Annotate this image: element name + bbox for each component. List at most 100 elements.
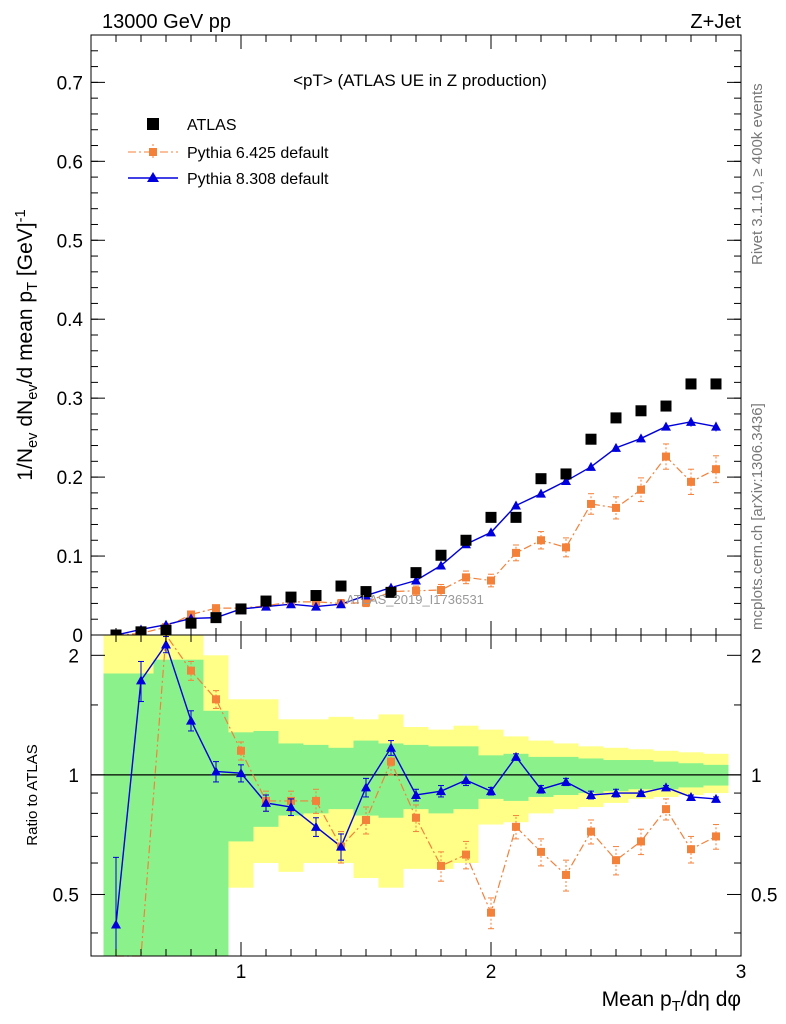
- ratio-pythia8-marker: [711, 793, 721, 803]
- ratio-pythia6-marker: [187, 666, 195, 675]
- ratio-y-tick-label: 0.5: [751, 885, 777, 906]
- ratio-y-tick-label: 1: [68, 766, 79, 787]
- pythia6-marker: [587, 499, 595, 508]
- pythia8-marker: [286, 599, 296, 609]
- pythia8-marker: [561, 476, 571, 486]
- ratio-pythia6-marker: [662, 805, 670, 814]
- atlas-marker: [235, 603, 247, 615]
- atlas-marker: [260, 595, 272, 607]
- ratio-y-tick-label: 2: [68, 646, 79, 667]
- ratio-pythia6-marker: [637, 837, 645, 846]
- atlas-marker: [610, 412, 622, 424]
- pythia6-marker: [362, 598, 370, 607]
- pythia8-marker: [636, 433, 646, 443]
- axis-title-text: 1/Nev dNev/d mean pT [GeV]-1: [13, 209, 40, 480]
- ratio-pythia6-marker: [462, 850, 470, 859]
- top-y-axis-title: 1/Nev dNev/d mean pT [GeV]-1: [13, 209, 40, 480]
- axis-title-segment: /d mean p: [14, 291, 37, 384]
- pythia8-marker: [411, 575, 421, 585]
- ratio-pythia6-marker: [437, 861, 445, 870]
- pythia6-marker: [637, 485, 645, 494]
- ratio-pythia8-marker: [361, 782, 371, 792]
- legend-pythia6-marker: [149, 148, 157, 156]
- ratio-pythia6-marker: [512, 822, 520, 831]
- analysis-watermark: ATLAS_2019_I1736531: [346, 592, 484, 607]
- axis-title-segment: T: [672, 999, 681, 1015]
- x-axis-title: Mean pT/dη dφ: [602, 988, 741, 1015]
- x-tick-label: 3: [736, 962, 747, 983]
- atlas-marker: [660, 400, 672, 412]
- ratio-pythia8-marker: [311, 821, 321, 831]
- atlas-marker: [560, 468, 572, 480]
- x-tick-label: 1: [236, 962, 247, 983]
- atlas-marker: [285, 591, 297, 603]
- uncertainty-band-inner: [578, 758, 604, 794]
- ratio-pythia8-marker: [411, 789, 421, 799]
- ratio-plot-marks: [91, 633, 741, 957]
- axis-title-segment: ev: [25, 384, 41, 400]
- axis-title-segment: 1/N: [14, 448, 37, 481]
- ratio-pythia6-marker: [237, 746, 245, 755]
- atlas-marker: [460, 534, 472, 546]
- ratio-y-tick-label: 1: [751, 766, 762, 787]
- y-tick-label: 0.2: [57, 468, 83, 489]
- atlas-marker: [385, 586, 397, 598]
- y-tick-label: 0.3: [57, 389, 83, 410]
- ratio-pythia8-marker: [511, 751, 521, 761]
- atlas-marker: [335, 580, 347, 592]
- axis-title-segment: [GeV]: [14, 222, 37, 282]
- uncertainty-band-inner: [503, 753, 529, 801]
- uncertainty-band-inner: [153, 659, 179, 956]
- ratio-pythia6-marker: [712, 832, 720, 841]
- ratio-pythia6-marker: [212, 695, 220, 704]
- ratio-pythia6-marker: [537, 847, 545, 856]
- atlas-marker: [410, 567, 422, 579]
- ratio-y-tick-label: 0.5: [53, 885, 79, 906]
- legend-pythia8-marker: [147, 172, 159, 182]
- axis-title-segment: /dη dφ: [681, 988, 741, 1011]
- top-plot-title: <pT> (ATLAS UE in Z production): [293, 71, 547, 90]
- ratio-pythia6-marker: [687, 845, 695, 854]
- atlas-marker: [310, 590, 322, 602]
- ratio-pythia8-marker: [686, 791, 696, 801]
- ratio-pythia8-marker: [661, 782, 671, 792]
- atlas-marker: [635, 405, 647, 417]
- ratio-pythia8-marker: [186, 715, 196, 725]
- pythia6-marker: [412, 586, 420, 595]
- ratio-pythia8-marker: [236, 768, 246, 778]
- axis-title-text: Mean pT/dη dφ: [602, 988, 741, 1015]
- legend: ATLAS Pythia 6.425 default Pythia 8.308 de…: [128, 117, 329, 188]
- ratio-y-tick-label: 2: [751, 646, 762, 667]
- axis-title-segment: ev: [25, 432, 41, 448]
- uncertainty-band-inner: [328, 747, 354, 810]
- ratio-pythia8-marker: [386, 742, 396, 752]
- ratio-pythia6-marker: [612, 856, 620, 865]
- ratio-pythia8-marker: [211, 766, 221, 776]
- pythia6-marker: [662, 452, 670, 461]
- ratio-pythia6-marker: [412, 813, 420, 822]
- legend-label: Pythia 6.425 default: [187, 145, 329, 162]
- ratio-pythia8-marker: [136, 675, 146, 685]
- ratio-pythia6-marker: [562, 870, 570, 879]
- ratio-pythia8-marker: [486, 786, 496, 796]
- pythia6-line: [115, 455, 717, 636]
- pythia8-marker: [486, 527, 496, 537]
- legend-atlas-marker: [147, 118, 159, 130]
- ratio-pythia6-marker: [312, 796, 320, 805]
- ratio-y-axis-title: Ratio to ATLAS: [24, 744, 41, 845]
- pythia6-marker: [687, 477, 695, 486]
- axis-title-segment: dN: [14, 400, 37, 433]
- atlas-marker: [210, 612, 222, 624]
- pythia8-marker: [536, 488, 546, 498]
- axis-title-segment: T: [25, 282, 41, 291]
- pythia6-marker: [712, 465, 720, 474]
- pythia6-marker: [562, 543, 570, 552]
- pythia6-marker: [437, 586, 445, 594]
- axis-title-segment: -1: [13, 209, 29, 222]
- y-tick-label: 0.1: [57, 547, 83, 568]
- uncertainty-band-inner: [203, 710, 229, 956]
- ratio-pythia8-marker: [336, 841, 346, 851]
- uncertainty-band-inner: [253, 730, 279, 827]
- legend-label: ATLAS: [187, 117, 237, 134]
